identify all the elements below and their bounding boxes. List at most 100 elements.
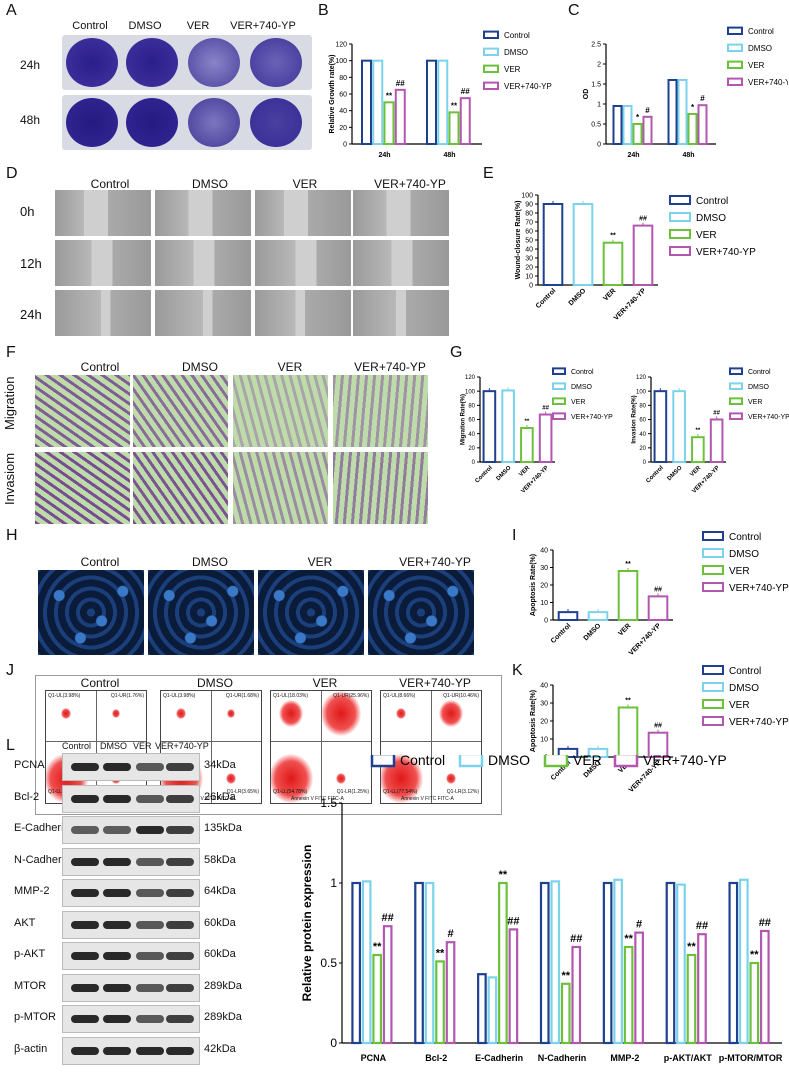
col-title-ver: VER [312,676,338,690]
flow-plot: Q1-UL(18.03%) Q1-UR(25.96%) Q1-LL(54.78%) Q… [270,690,372,804]
panel-label-d: D [6,165,18,182]
wb-band [71,889,99,897]
x-tick-label: VER+740-YP [613,287,648,322]
wb-band [71,1015,99,1023]
wb-band-strip [62,1036,200,1065]
plate-well [126,98,178,147]
legend-label: VER [748,399,762,406]
col-title-dmso: DMSO [182,360,218,374]
y-tick-label: 1 [330,876,337,890]
significance-mark: ** [373,941,382,953]
quad-divider-h [46,741,146,743]
y-tick-label: 1.5 [591,81,601,88]
y-tick-label: 0 [330,1036,337,1050]
col-title-dmso: DMSO [128,20,162,32]
legend-swatch [727,60,743,69]
legend-label: VER [696,230,717,241]
y-tick-label: 60 [639,418,646,424]
y-axis-label: Wound-closure Rate(%) [515,201,522,280]
y-tick-label: 120 [636,375,647,381]
panel-label-j: J [6,662,14,679]
wb-band [71,952,99,960]
quad-divider-h [161,741,261,743]
x-tick-label: 24h [378,152,390,159]
y-tick-label: 70 [525,219,533,226]
bar [749,961,760,1045]
wound-image [155,240,251,286]
y-tick-label: 40 [525,246,533,253]
legend-swatch [702,665,724,675]
legend-label: VER+740-YP [748,78,788,87]
legend-swatch [552,397,566,406]
y-tick-label: 50 [525,237,533,244]
significance-mark: # [700,94,705,103]
legend-label: VER+740-YP [504,82,552,91]
bar [394,88,406,146]
wound-image [55,190,151,236]
y-tick-label: 60 [468,418,475,424]
significance-mark: ** [687,941,696,953]
wound-image [255,240,351,286]
bar [632,123,643,145]
legend-swatch [702,582,724,592]
y-tick-label: 0 [643,460,647,466]
bar [676,883,686,1045]
y-axis-label: Relative protein expression [300,845,314,1002]
y-tick-label: 0 [529,282,533,289]
col-title-ver740: VER+740-YP [354,360,426,374]
x-tick-label: VER [602,287,617,302]
legend-swatch [483,30,499,40]
y-tick-label: 120 [465,375,476,381]
legend-label: VER+740-YP [571,414,613,421]
y-tick-label: 20 [525,264,533,271]
quadrant-label: Q1-UR(1.68%) [225,693,259,699]
event-cloud [321,691,361,736]
fluorescence-image [258,570,364,655]
wb-band [103,952,131,960]
legend-label: DMSO [748,384,770,391]
wb-kda-label: 60kDa [204,916,236,929]
wb-band [166,857,194,866]
bar [759,929,770,1045]
row-title-migration: Migration [2,376,17,430]
legend-swatch [702,548,724,558]
wb-band [71,1046,99,1055]
x-tick-label: Control [645,465,665,485]
significance-mark: ## [396,79,405,88]
event-cloud [61,707,71,719]
plate-well [188,38,240,87]
wb-col-dmso: DMSO [100,741,127,751]
wb-band [136,857,164,866]
quadrant-label: Q1-UR(10.46%) [443,693,479,699]
col-title-dmso: DMSO [197,676,233,690]
y-tick-label: 40 [540,547,548,554]
quad-divider-h [271,741,371,743]
wb-col-ver: VER [133,741,152,751]
bar [459,97,471,145]
significance-mark: ** [610,233,616,240]
wb-band [103,826,131,834]
bar [634,931,644,1045]
bar [508,928,519,1045]
panel-label-h: H [6,527,18,544]
y-tick-label: 80 [639,403,646,409]
bar [383,101,395,146]
panel-label-e: E [483,165,494,182]
y-tick-label: 90 [525,201,533,208]
significance-mark: ## [639,216,647,223]
wb-band [166,763,194,771]
x-tick-label: 24h [627,152,639,159]
legend-swatch [702,531,724,541]
wb-protein-label: N-Cadherin [14,853,71,866]
y-tick-label: 20 [468,446,475,452]
bar [477,973,487,1045]
legend-swatch [729,412,743,421]
x-tick-label: VER [689,465,702,478]
significance-mark: ## [570,933,582,945]
legend-swatch [483,64,499,73]
wb-band [136,889,164,897]
wb-band [71,983,99,992]
significance-mark: * [636,113,640,122]
y-tick-label: 1.5 [320,796,337,810]
